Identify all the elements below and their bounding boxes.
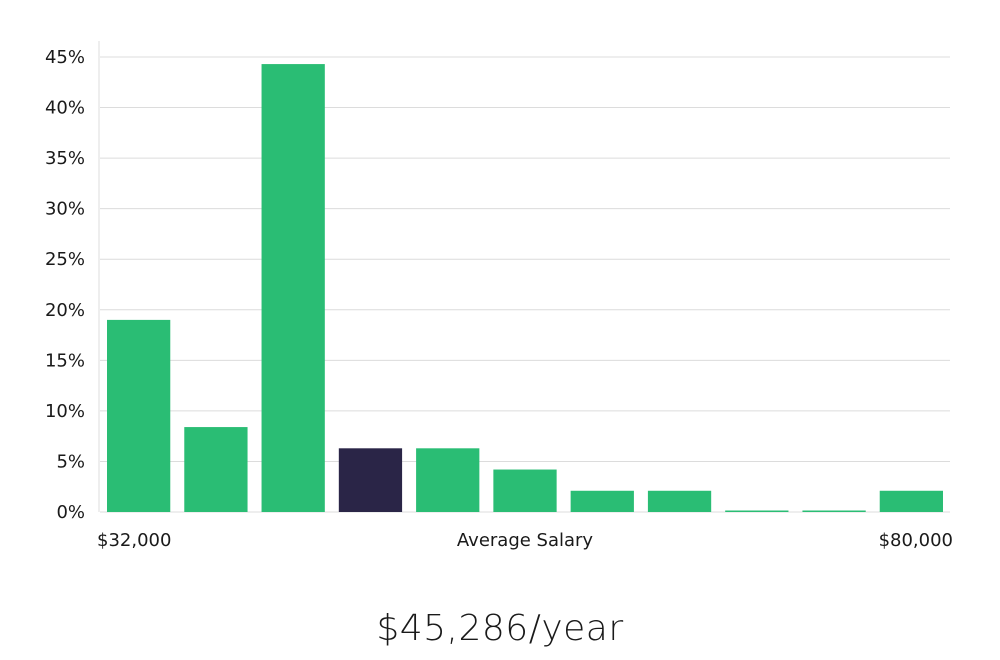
bar	[416, 448, 480, 512]
y-tick-label: 0%	[56, 502, 85, 523]
salary-histogram: 0% 5% 10% 15% 20% 25% 30% 35% 40% 45% $32,000 Ave…	[45, 41, 953, 551]
y-tick-label: 30%	[45, 199, 85, 220]
y-tick-label: 35%	[45, 148, 85, 169]
bars	[107, 64, 943, 513]
bar	[879, 490, 943, 512]
bar	[570, 490, 634, 512]
y-tick-label: 10%	[45, 401, 85, 422]
x-min-label: $32,000	[97, 530, 171, 551]
y-axis-tick-labels: 0% 5% 10% 15% 20% 25% 30% 35% 40% 45%	[45, 47, 85, 523]
y-tick-label: 5%	[56, 451, 85, 472]
bar	[261, 64, 325, 513]
y-tick-label: 20%	[45, 300, 85, 321]
y-tick-label: 45%	[45, 47, 85, 68]
bar-highlighted	[338, 448, 403, 512]
bar	[107, 319, 171, 512]
y-tick-label: 15%	[45, 350, 85, 371]
x-axis-title: Average Salary	[457, 530, 594, 551]
average-salary-value: $45,286/year	[376, 608, 624, 649]
bar	[184, 427, 248, 512]
x-max-label: $80,000	[879, 530, 953, 551]
bar	[493, 469, 557, 512]
y-tick-label: 25%	[45, 249, 85, 270]
bar	[802, 510, 866, 512]
bar	[725, 510, 789, 512]
y-tick-label: 40%	[45, 98, 85, 119]
bar	[647, 490, 712, 512]
